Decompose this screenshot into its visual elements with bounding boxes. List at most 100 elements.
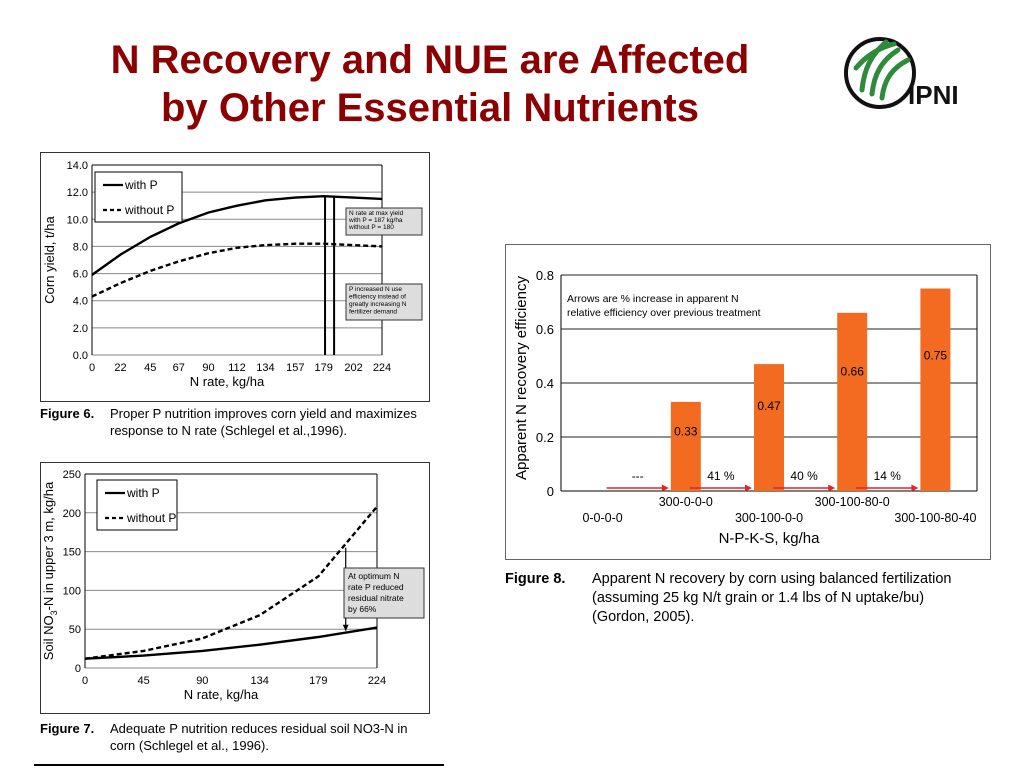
arrow-label: --- — [632, 469, 644, 483]
y-tick-label: 6.0 — [73, 269, 88, 281]
y-tick-label: 4.0 — [73, 296, 88, 308]
legend-label: with P — [124, 178, 158, 192]
annotation-box — [345, 283, 423, 321]
annotation-text: Arrows are % increase in apparent N — [567, 293, 739, 305]
x-tick-label: 67 — [173, 362, 185, 374]
increase-arrowhead — [911, 484, 919, 492]
y-tick-label: 250 — [63, 469, 81, 481]
x-tick-label: 224 — [373, 362, 391, 374]
slide-title: N Recovery and NUE are Affected by Other… — [30, 36, 830, 132]
annotation-box — [343, 567, 425, 619]
annotation-text: residual nitrate — [348, 593, 404, 603]
y-tick-label: 12.0 — [67, 187, 88, 199]
caption-label: Figure 6. — [40, 406, 95, 421]
x-tick-label: 112 — [228, 362, 246, 374]
caption-figure-6: Figure 6. Proper P nutrition improves cor… — [40, 405, 440, 439]
caption-figure-8: Figure 8. Apparent N recovery by corn usi… — [505, 570, 995, 627]
series-line-with-p — [84, 626, 378, 660]
y-axis-label: Soil NO3-N in upper 3 m, kg/ha — [41, 481, 59, 660]
x-axis-label: N-P-K-S, kg/ha — [719, 530, 821, 547]
caption-line: Proper P nutrition improves corn yield a… — [110, 406, 417, 421]
x-tick-label: 0-0-0-0 — [582, 511, 622, 525]
chart-frame — [505, 244, 991, 560]
bar-value-label: 0.33 — [674, 424, 698, 438]
y-axis-label: Apparent N recovery efficiency — [513, 276, 530, 480]
y-tick-label: 8.0 — [73, 241, 88, 253]
caption-line: response to N rate (Schlegel et al.,1996… — [110, 423, 348, 438]
y-tick-label: 0.0 — [73, 350, 88, 362]
title-line-2: by Other Essential Nutrients — [161, 86, 699, 130]
x-tick-label: 0 — [89, 362, 95, 374]
legend-box — [96, 479, 178, 531]
x-tick-label: 45 — [138, 675, 150, 687]
annotation-text: without P = 180 — [348, 224, 394, 231]
x-tick-label: 157 — [286, 362, 304, 374]
x-axis-label: N rate, kg/ha — [190, 374, 265, 389]
arrow-label: 40 % — [790, 469, 818, 483]
bar — [837, 312, 868, 491]
caption-label: Figure 7. — [40, 721, 95, 736]
annotation-text: relative efficiency over previous treatm… — [567, 307, 761, 319]
annotation-text: with P = 187 kg/ha — [348, 217, 403, 224]
y-tick-label: 100 — [63, 585, 81, 597]
y-tick-label: 200 — [63, 508, 81, 520]
caption-line: Adequate P nutrition reduces residual so… — [110, 721, 408, 736]
bar-value-label: 0.47 — [757, 399, 781, 413]
x-tick-label: 300-100-80-40 — [894, 511, 976, 525]
y-tick-label: 0.2 — [536, 430, 554, 445]
bar — [754, 364, 784, 491]
legend-label: without P — [124, 203, 174, 217]
chart-figure-7: 0 50 100 150 200 250 0 45 90 134 179 224 N rate, kg/… — [40, 462, 430, 714]
annotation-text: fertilizer demand — [349, 309, 397, 316]
caption-line: (assuming 25 kg N/t grain or 1.4 lbs of … — [592, 590, 925, 606]
increase-arrowhead — [745, 484, 752, 492]
annotation-text: rate P reduced — [348, 582, 404, 592]
x-tick-label: 0 — [82, 675, 88, 687]
x-tick-label: 134 — [250, 675, 268, 687]
caption-line: corn (Schlegel et al., 1996). — [110, 738, 269, 753]
y-tick-label: 0 — [75, 663, 81, 675]
legend-label: with P — [126, 486, 160, 500]
x-tick-label: 179 — [315, 362, 333, 374]
bar — [670, 401, 701, 491]
annotation-text: P increased N use — [349, 286, 402, 293]
title-line-1: N Recovery and NUE are Affected — [110, 38, 750, 82]
y-tick-label: 0 — [547, 484, 554, 499]
series-line-without-p — [84, 505, 378, 660]
x-tick-label: 202 — [344, 362, 362, 374]
y-tick-label: 50 — [69, 624, 81, 636]
logo-text: IPNI — [908, 80, 959, 110]
x-tick-label: 300-0-0-0 — [659, 495, 713, 509]
x-axis-label: N rate, kg/ha — [184, 687, 259, 702]
legend-label: without P — [126, 511, 176, 525]
annotation-box — [345, 207, 423, 236]
annotation-text: by 66% — [348, 604, 377, 614]
annotation-text: greatly increasing N — [349, 301, 407, 308]
ipni-logo: IPNI — [844, 37, 959, 110]
y-tick-label: 150 — [63, 547, 81, 559]
y-tick-label: 10.0 — [67, 214, 88, 226]
y-tick-label: 0.8 — [536, 268, 554, 283]
bottom-rule — [34, 764, 444, 766]
x-tick-label: 45 — [144, 362, 156, 374]
bar-value-label: 0.75 — [924, 348, 948, 362]
x-tick-label: 134 — [256, 362, 274, 374]
chart-figure-6: 0.0 2.0 4.0 6.0 8.0 10.0 12.0 14.0 0 22 45 67 90 112 1… — [40, 152, 430, 402]
caption-line: Apparent N recovery by corn using balanc… — [592, 571, 952, 587]
chart-figure-8: 0 0.2 0.4 0.6 0.8 0-0-0-0 0.33 300-0-0-0 0.47 300… — [505, 244, 991, 560]
caption-label: Figure 8. — [505, 571, 566, 587]
x-tick-label: 90 — [202, 362, 214, 374]
y-tick-label: 0.4 — [536, 376, 554, 391]
legend-box — [94, 171, 183, 223]
y-axis-label: Corn yield, t/ha — [42, 216, 57, 304]
x-tick-label: 179 — [309, 675, 327, 687]
arrow-label: 41 % — [707, 469, 735, 483]
caption-line: (Gordon, 2005). — [592, 609, 695, 625]
x-tick-label: 224 — [368, 675, 386, 687]
bar — [920, 288, 951, 491]
logo-leaves-icon — [853, 39, 911, 101]
x-tick-label: 22 — [114, 362, 126, 374]
x-tick-label: 90 — [196, 675, 208, 687]
increase-arrowhead — [661, 484, 669, 492]
reduction-arrowhead — [342, 624, 349, 631]
